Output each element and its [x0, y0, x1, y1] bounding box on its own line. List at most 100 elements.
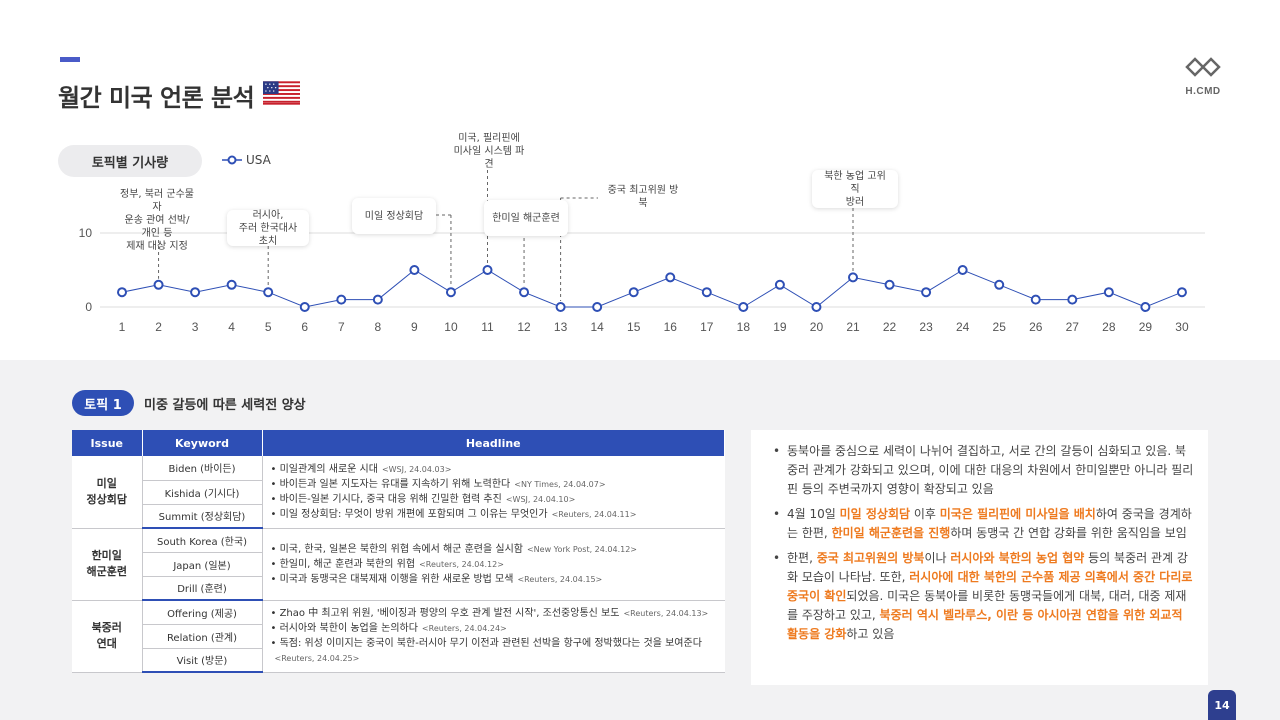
hcmd-logo-icon	[1185, 57, 1221, 77]
summary-bullet-1: 동북아를 중심으로 세력이 나뉘어 결집하고, 서로 간의 갈등이 심화되고 있…	[773, 442, 1194, 499]
table-row: Kishida (기시다)	[72, 480, 725, 505]
keyword-cell: South Korea (한국)	[142, 528, 263, 553]
summary-highlight: 미국은 필리핀에 미사일을 배치	[939, 507, 1096, 521]
headline-source: <Reuters, 24.04.12>	[419, 559, 504, 569]
headline-source: <Reuters, 24.04.25>	[274, 654, 360, 663]
headline-item: 독점: 위성 이미지는 중국이 북한-러시아 무기 이전과 관련된 선박을 항구…	[271, 636, 725, 666]
issue-cell: 북중러 연대	[72, 600, 143, 673]
chart-legend: USA	[222, 153, 271, 167]
logo-text: H.CMD	[1185, 86, 1221, 97]
headline-text: 바이든과 일본 지도자는 유대를 지속하기 위해 노력한다	[279, 478, 511, 490]
keyword-cell: Kishida (기시다)	[142, 480, 263, 505]
table-row: Japan (일본)	[72, 552, 725, 577]
issue-line: 미일	[96, 476, 117, 490]
headline-text: 미국, 한국, 일본은 북한의 위협 속에서 해군 훈련을 실시함	[279, 543, 523, 555]
headline-source: <Reuters, 24.04.13>	[623, 609, 709, 618]
summary-text: 한편,	[787, 551, 817, 565]
hcmd-logo: H.CMD	[1178, 56, 1228, 102]
headline-cell: 미국, 한국, 일본은 북한의 위협 속에서 해군 훈련을 실시함<New Yo…	[262, 528, 725, 601]
headline-text: 독점: 위성 이미지는 중국이 북한-러시아 무기 이전과 관련된 선박을 항구…	[279, 638, 702, 649]
headline-item: 미국, 한국, 일본은 북한의 위협 속에서 해군 훈련을 실시함<New Yo…	[271, 542, 725, 557]
headline-item: Zhao 中 최고위 위원, '베이징과 평양의 우호 관계 발전 시작', 조…	[271, 606, 725, 621]
headline-source: <New York Post, 24.04.12>	[526, 544, 637, 554]
keyword-cell: Relation (관계)	[142, 624, 263, 649]
chart-annotation: 한미일 해군훈련	[484, 200, 568, 236]
summary-highlight: 한미일 해군훈련을 진행	[831, 526, 951, 540]
headline-source: <WSJ, 24.04.10>	[505, 494, 576, 504]
headline-text: 미일관계의 새로운 시대	[279, 463, 378, 475]
page-title: 월간 미국 언론 분석	[58, 84, 255, 112]
table-row: Summit (정상회담)	[72, 504, 725, 529]
summary-text-1: 동북아를 중심으로 세력이 나뉘어 결집하고, 서로 간의 갈등이 심화되고 있…	[787, 444, 1194, 496]
headline-item: 미일관계의 새로운 시대<WSJ, 24.04.03>	[271, 462, 725, 477]
header-headline: Headline	[262, 430, 725, 456]
headline-source: <Reuters, 24.04.11>	[551, 509, 637, 519]
headline-cell: Zhao 中 최고위 위원, '베이징과 평양의 우호 관계 발전 시작', 조…	[262, 600, 725, 673]
summary-highlight: 북중러 역시 벨라루스, 이란 등 아시아권 연합을 위한 외교적 활동을 강화	[787, 608, 1183, 641]
legend-label: USA	[246, 153, 271, 167]
header-keyword: Keyword	[142, 430, 263, 456]
chart-annotation: 러시아, 주러 한국대사 초치	[227, 210, 309, 247]
headline-text: Zhao 中 최고위 위원, '베이징과 평양의 우호 관계 발전 시작', 조…	[279, 608, 620, 619]
issue-line: 북중러	[91, 621, 122, 634]
issue-line: 해군훈련	[86, 565, 127, 578]
table-row: Drill (훈련)	[72, 576, 725, 601]
issue-line: 정상회담	[86, 492, 127, 506]
chart-annotation: 중국 최고위원 방북	[607, 185, 679, 209]
headline-text: 러시아와 북한이 농업을 논의하다	[279, 623, 418, 634]
keyword-cell: Drill (훈련)	[142, 576, 263, 601]
summary-highlight: 중국 최고위원의 방북	[816, 551, 925, 565]
issue-line: 한미일	[91, 549, 122, 562]
chart-annotation: 미일 정상회담	[352, 198, 436, 234]
topic-title: 미중 갈등에 따른 세력전 양상	[144, 398, 306, 413]
chart-annotation: 정부, 북러 군수물자 운송 관여 선박/개인 등 제재 대상 지정	[120, 189, 194, 252]
summary-text: 하여 중국을 경계하는 한편,	[787, 507, 1192, 540]
headline-source: <Reuters, 24.04.15>	[517, 574, 603, 584]
headline-source: <NY Times, 24.04.07>	[514, 479, 606, 489]
summary-text: 이후	[910, 507, 940, 521]
header-issue: Issue	[72, 430, 143, 456]
headline-item: 바이든-일본 기시다, 중국 대응 위해 긴밀한 협력 추진<WSJ, 24.0…	[271, 492, 725, 507]
summary-text: 4월 10일	[787, 507, 840, 521]
keyword-cell: Japan (일본)	[142, 552, 263, 577]
keyword-cell: Visit (방문)	[142, 648, 263, 673]
news-table: Issue Keyword Headline 미일 정상회담 Biden (바이든)…	[72, 430, 725, 673]
headline-text: 미국과 동맹국은 대북제재 이행을 위한 새로운 방법 모색	[279, 573, 514, 585]
summary-text: 하며 동맹국 간 연합 강화를 위한 움직임을 보임	[950, 526, 1187, 540]
title-accent-bar	[60, 57, 80, 62]
headline-source: <Reuters, 24.04.24>	[421, 624, 507, 633]
headline-item: 미국과 동맹국은 대북제재 이행을 위한 새로운 방법 모색<Reuters, …	[271, 572, 725, 587]
summary-highlight: 러시아에 대한 북한의 군수품 제공 의혹에서 중간 다리로 중국이 확인	[787, 570, 1193, 603]
headline-item: 미일 정상회담: 무엇이 방위 개편에 포함되며 그 이유는 무엇인가<Reut…	[271, 507, 725, 522]
headline-text: 바이든-일본 기시다, 중국 대응 위해 긴밀한 협력 추진	[279, 493, 502, 505]
summary-bullet-3: 한편, 중국 최고위원의 방북이나 러시아와 북한의 농업 협약 등의 북중러 …	[773, 549, 1194, 644]
table-row: Visit (방문)	[72, 648, 725, 673]
keyword-cell: Offering (제공)	[142, 600, 263, 625]
summary-highlight: 미일 정상회담	[839, 507, 911, 521]
us-flag-icon	[263, 81, 300, 105]
keyword-cell: Biden (바이든)	[142, 456, 263, 481]
summary-panel: 동북아를 중심으로 세력이 나뉘어 결집하고, 서로 간의 갈등이 심화되고 있…	[751, 430, 1208, 685]
topic-badge: 토픽 1	[72, 390, 134, 416]
summary-highlight: 러시아와 북한의 농업 협약	[950, 551, 1085, 565]
chart-annotation: 미국, 필리핀에 미사일 시스템 파견	[453, 132, 525, 170]
keyword-cell: Summit (정상회담)	[142, 504, 263, 529]
summary-bullet-2: 4월 10일 미일 정상회담 이후 미국은 필리핀에 미사일을 배치하여 중국을…	[773, 505, 1194, 543]
headline-source: <WSJ, 24.04.03>	[381, 464, 452, 474]
page-number: 14	[1208, 690, 1236, 720]
topic-volume-pill: 토픽별 기사량	[58, 145, 202, 177]
summary-text: 하고 있음	[846, 627, 895, 641]
legend-line-icon	[222, 155, 242, 165]
summary-text: 되었음. 미국은 동북아를 비롯한 동맹국들에게 대북, 대러, 대중 제재를 …	[787, 589, 1187, 622]
table-row: Relation (관계)	[72, 624, 725, 649]
chart-section-bg	[0, 0, 1280, 360]
headline-item: 한일미, 해군 훈련과 북한의 위협<Reuters, 24.04.12>	[271, 557, 725, 572]
headline-cell: 미일관계의 새로운 시대<WSJ, 24.04.03>바이든과 일본 지도자는 …	[262, 456, 725, 529]
summary-text: 이나	[924, 551, 951, 565]
headline-text: 한일미, 해군 훈련과 북한의 위협	[279, 558, 416, 570]
